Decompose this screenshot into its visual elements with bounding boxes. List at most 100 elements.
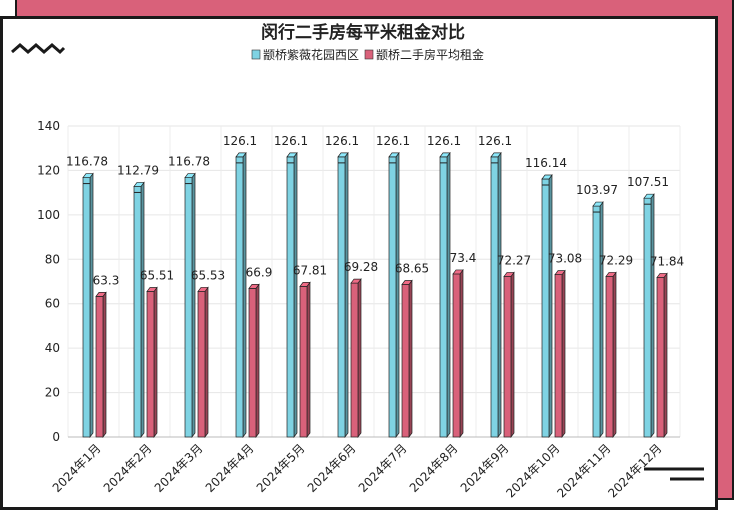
x-tick-label-7: 2024年8月 [407,441,461,495]
x-tick-label-0: 2024年1月 [50,441,104,495]
bar-side-1-9 [561,269,566,439]
data-label-0-7: 126.1 [427,134,461,148]
bar-side-1-4 [306,281,311,439]
bar-1-6 [401,279,413,439]
bar-0-4 [286,151,298,439]
bar-side-1-0 [102,291,107,439]
bar-front-0-9 [541,178,550,438]
bar-top-0-8 [490,152,502,158]
y-tick-label-1: 20 [45,386,60,400]
bar-top-0-1 [133,182,145,187]
bar-side-0-3 [242,151,247,439]
bar-front-0-2 [184,177,193,438]
bar-side-0-11 [650,193,655,439]
bar-0-3 [235,151,247,439]
bar-top-0-9 [541,174,553,180]
bar-side-1-3 [255,283,260,439]
legend: 颛桥紫薇花园西区 颛桥二手房平均租金 [251,47,484,62]
bar-side-1-2 [204,286,209,439]
data-label-0-11: 107.51 [627,175,669,189]
bar-top-0-10 [592,201,604,207]
bar-side-1-5 [357,278,362,439]
bar-top-0-2 [184,173,196,178]
x-axis: 2024年1月2024年2月2024年3月2024年4月2024年5月2024年… [50,441,665,500]
x-tick-label-3: 2024年4月 [203,441,257,495]
bar-side-1-8 [510,271,515,439]
bar-side-1-7 [459,268,464,439]
bar-1-8 [503,271,515,439]
bar-1-5 [350,278,362,439]
bar-0-5 [337,151,349,439]
x-tick-label-5: 2024年6月 [305,441,359,495]
x-tick-label-4: 2024年5月 [254,441,308,495]
y-tick-label-3: 60 [45,297,60,311]
bar-1-1 [146,286,158,439]
zigzag-decoration-icon [11,43,66,55]
y-tick-label-7: 140 [37,119,60,133]
legend-label-1: 颛桥二手房平均租金 [376,47,484,62]
chart-title: 闵行二手房每平米租金对比 [261,22,465,43]
bar-1-0 [95,291,107,439]
bar-front-0-1 [133,186,142,438]
data-label-1-9: 73.08 [548,252,582,266]
data-label-1-11: 71.84 [650,254,684,268]
bar-top-1-8 [503,272,515,277]
x-tick-label-11: 2024年12月 [605,441,664,500]
data-label-0-8: 126.1 [478,134,512,148]
bar-front-1-1 [146,291,155,438]
bar-top-0-7 [439,152,451,158]
bar-top-1-5 [350,278,362,284]
y-tick-label-6: 120 [37,163,60,177]
data-label-1-4: 67.81 [293,263,327,277]
data-label-0-2: 116.78 [168,155,210,169]
bar-0-6 [388,151,400,439]
data-label-1-8: 72.27 [497,253,531,267]
bar-top-1-10 [605,272,617,277]
bar-top-1-7 [452,269,464,275]
x-tick-label-6: 2024年7月 [356,441,410,495]
data-label-1-0: 63.3 [93,273,120,287]
bar-top-1-4 [299,282,311,287]
bar-top-0-3 [235,152,247,158]
bar-front-0-0 [82,177,91,438]
bar-side-1-1 [153,286,158,439]
bar-0-11 [643,193,655,439]
bar-top-1-11 [656,273,668,278]
bar-side-0-0 [89,172,94,439]
bar-side-1-11 [663,272,668,439]
bar-front-1-8 [503,276,512,438]
x-tick-label-9: 2024年10月 [503,441,562,500]
bar-1-10 [605,271,617,439]
data-label-1-7: 73.4 [450,251,477,265]
bar-0-2 [184,172,196,439]
bar-top-1-6 [401,280,413,285]
bar-side-0-6 [395,151,400,439]
bars [82,151,668,439]
bar-front-1-10 [605,276,614,438]
data-label-0-3: 126.1 [223,134,257,148]
data-label-1-3: 66.9 [246,265,273,279]
bar-front-0-5 [337,156,346,438]
bar-0-0 [82,172,94,439]
bar-side-0-4 [293,151,298,439]
bar-0-8 [490,151,502,439]
y-tick-label-5: 100 [37,208,60,222]
bar-front-1-11 [656,277,665,438]
data-label-1-6: 68.65 [395,261,429,275]
bar-0-10 [592,200,604,439]
bar-top-1-2 [197,287,209,292]
bar-1-2 [197,286,209,439]
bar-side-0-7 [446,151,451,439]
bar-side-0-8 [497,151,502,439]
y-tick-label-0: 0 [52,430,60,444]
data-label-1-10: 72.29 [599,253,633,267]
data-labels: 116.78 63.3 112.79 65.51 116.78 65.53 126.1 66.… [66,134,684,288]
bar-side-0-1 [140,181,145,439]
x-tick-label-1: 2024年2月 [101,441,155,495]
bar-1-3 [248,283,260,439]
bar-front-0-11 [643,197,652,438]
bar-top-0-11 [643,193,655,199]
bar-top-1-0 [95,292,107,297]
legend-swatch-0 [251,49,261,60]
